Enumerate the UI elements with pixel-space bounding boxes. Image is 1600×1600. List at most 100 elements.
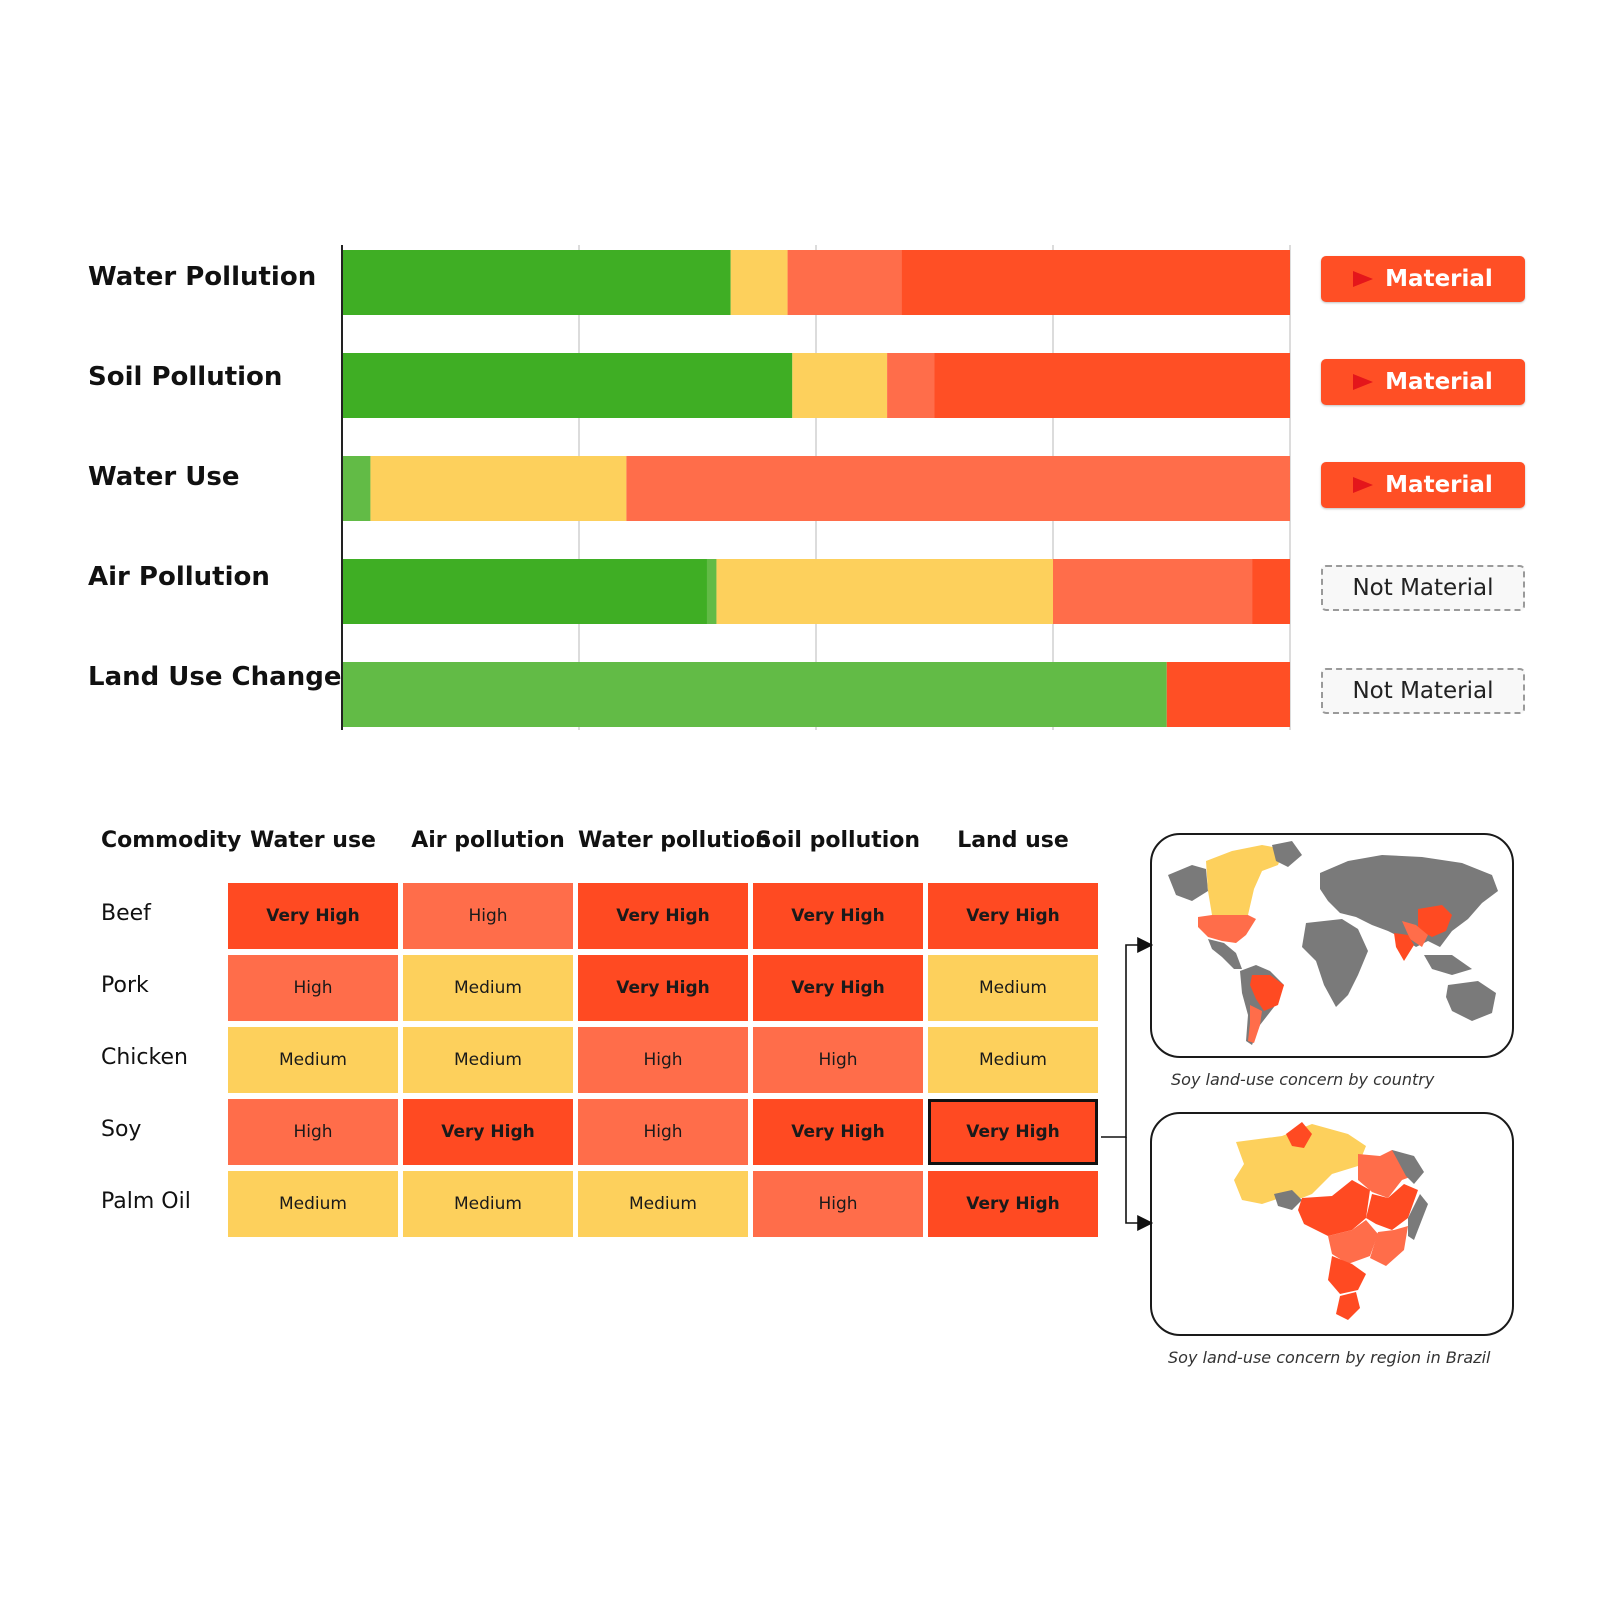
badge-label: Not Material [1352,678,1494,704]
bar-segment [792,353,888,418]
map-region [1328,1220,1378,1264]
flag-icon [1353,271,1374,287]
bar-segment [787,250,902,315]
table-column-header: Water use [250,828,376,853]
map-region [1446,981,1496,1021]
not-material-badge: Not Material [1321,565,1525,611]
bar-row-label: Land Use Change [88,662,342,692]
bar-segment [730,250,788,315]
heatmap-cell[interactable]: Very High [228,883,398,949]
map-region [1408,1194,1428,1240]
map-region [1234,1124,1366,1204]
map-region [1198,915,1256,943]
heatmap-cell[interactable]: Medium [228,1027,398,1093]
table-row-label: Pork [101,973,149,998]
map-region [1418,905,1452,937]
table-column-header: Water pollution [578,828,771,853]
material-badge: Material [1321,256,1525,302]
map-region [1424,955,1472,975]
heatmap-cell[interactable]: High [753,1171,923,1237]
heatmap-cell[interactable]: Medium [403,955,573,1021]
map-region [1320,855,1498,947]
connector-line [1101,937,1154,1138]
bar-segment [901,250,1290,315]
connector-line [1125,1137,1154,1231]
bar-segment [342,559,707,624]
table-row-label: Soy [101,1117,142,1142]
heatmap-cell[interactable]: Medium [578,1171,748,1237]
bar-segment [342,662,1167,727]
heatmap-cell[interactable]: Medium [403,1027,573,1093]
heatmap-cell[interactable]: High [578,1027,748,1093]
flag-icon [1353,374,1374,390]
map-region [1394,933,1414,961]
bar-row-label: Water Use [88,462,240,492]
map-region [1250,975,1284,1011]
map-region [1208,939,1242,969]
badge-label: Material [1385,369,1493,395]
heatmap-cell[interactable]: Very High [403,1099,573,1165]
table-corner-header: Commodity [101,828,242,853]
map-region [1370,1226,1408,1266]
material-badge: Material [1321,462,1525,508]
heatmap-cell[interactable]: Medium [928,955,1098,1021]
heatmap-cell[interactable]: Very High [928,883,1098,949]
heatmap-cell[interactable]: Medium [928,1027,1098,1093]
material-badge: Material [1321,359,1525,405]
bar-segment [342,456,371,521]
bar-row-label: Soil Pollution [88,362,283,392]
table-column-header: Air pollution [411,828,565,853]
badge-label: Not Material [1352,575,1494,601]
world-map-panel [1150,833,1514,1058]
brazil-map-caption: Soy land-use concern by region in Brazil [1168,1348,1491,1367]
table-row-label: Chicken [101,1045,188,1070]
bar-segment [1166,662,1290,727]
bar-segment [342,250,731,315]
table-row-label: Beef [101,901,151,926]
heatmap-cell[interactable]: Medium [403,1171,573,1237]
map-region [1206,845,1284,917]
heatmap-cell[interactable]: Very High [578,955,748,1021]
not-material-badge: Not Material [1321,668,1525,714]
badge-label: Material [1385,266,1493,292]
bar-segment [934,353,1290,418]
heatmap-cell[interactable]: Very High [928,1171,1098,1237]
map-region [1392,1150,1424,1184]
bar-segment [887,353,935,418]
map-region [1298,1180,1370,1236]
heatmap-cell[interactable]: Very High [928,1099,1098,1165]
bar-segment [706,559,717,624]
bar-row-label: Water Pollution [88,262,317,292]
bar-segment [1252,559,1290,624]
map-region [1402,921,1428,947]
table-column-header: Soil pollution [755,828,921,853]
bar-row-label: Air Pollution [88,562,270,592]
heatmap-cell[interactable]: High [403,883,573,949]
heatmap-cell[interactable]: Very High [578,883,748,949]
badge-label: Material [1385,472,1493,498]
bar-segment [1053,559,1253,624]
map-region [1336,1292,1360,1320]
heatmap-cell[interactable]: High [578,1099,748,1165]
map-region [1302,919,1368,1007]
map-region [1272,841,1302,867]
table-column-header: Land use [957,828,1069,853]
heatmap-cell[interactable]: High [228,955,398,1021]
heatmap-cell[interactable]: Medium [228,1171,398,1237]
bar-segment [716,559,1053,624]
heatmap-cell[interactable]: Very High [753,1099,923,1165]
world-map [1168,841,1498,1045]
heatmap-cell[interactable]: Very High [753,955,923,1021]
heatmap-cell[interactable]: Very High [753,883,923,949]
materiality-stacked-bar-chart [341,245,1291,730]
brazil-map-panel [1150,1112,1514,1336]
map-region [1286,1122,1312,1148]
brazil-map [1234,1122,1428,1320]
heatmap-cell[interactable]: High [753,1027,923,1093]
map-region [1274,1190,1302,1210]
world-map-caption: Soy land-use concern by country [1171,1070,1435,1089]
heatmap-cell[interactable]: High [228,1099,398,1165]
map-region [1328,1256,1366,1294]
map-region [1366,1184,1418,1230]
map-region [1168,865,1208,901]
